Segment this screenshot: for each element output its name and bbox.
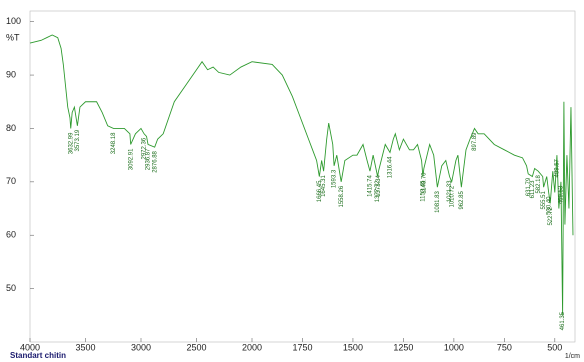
peak-label: 1645.31	[321, 175, 327, 197]
x-tick-label: 3000	[131, 342, 151, 352]
peak-label: 582.18	[536, 175, 542, 194]
peak-label: 469.53	[559, 185, 565, 204]
peak-label: 962.85	[459, 191, 465, 210]
y-tick-label: 90	[6, 69, 16, 79]
x-tick-label: 1000	[444, 342, 464, 352]
peak-label: 897.89	[472, 132, 478, 151]
x-tick-label: 1500	[343, 342, 363, 352]
sample-name: Standart chitin	[10, 351, 66, 360]
peak-label: 1593.3	[332, 169, 338, 188]
peak-label: 530.40	[546, 196, 552, 215]
peak-label: 1148.70	[421, 172, 427, 194]
peak-label: 489.57	[554, 158, 560, 177]
peak-label: 3248.18	[111, 132, 117, 154]
peak-label: 2936.87	[146, 148, 152, 170]
peak-label: 1021.33	[447, 180, 453, 202]
x-tick-label: 1250	[393, 342, 413, 352]
peak-label: 1558.26	[339, 185, 345, 207]
x-tick-label: 750	[497, 342, 512, 352]
x-tick-label: 500	[547, 342, 562, 352]
y-tick-label: 50	[6, 283, 16, 293]
y-tick-label: 100	[6, 16, 21, 26]
peak-label: 555.51	[541, 191, 547, 210]
spectrum-line	[29, 34, 574, 316]
peak-label: 1081.83	[435, 191, 441, 213]
peak-label: 3092.91	[128, 148, 134, 170]
y-axis-label: %T	[6, 32, 20, 42]
peak-label: 2876.88	[152, 150, 158, 172]
peak-label: 522.72	[548, 207, 554, 226]
peak-label: 1373.34	[376, 175, 382, 197]
peak-label: 1153.45	[420, 180, 426, 202]
plot-frame	[29, 10, 576, 343]
peak-label: 631.79	[526, 177, 532, 196]
peak-label: 1316.44	[388, 156, 394, 178]
peak-label: 2972.36	[142, 137, 148, 159]
x-axis-label: 1/cm	[565, 353, 580, 360]
x-tick-label: 4000	[20, 342, 40, 352]
peak-label: 3573.19	[75, 129, 81, 151]
x-tick-label: 2000	[242, 342, 262, 352]
x-tick-label: 3500	[75, 342, 95, 352]
x-tick-label: 1750	[292, 342, 312, 352]
y-tick-label: 60	[6, 230, 16, 240]
peak-label: 1377.72	[375, 180, 381, 202]
x-tick-label: 2500	[186, 342, 206, 352]
peak-label: 1415.74	[367, 175, 373, 197]
peak-label: 1666.45	[317, 180, 323, 202]
peak-label: 461.35	[560, 311, 566, 330]
peak-label: 3632.99	[68, 132, 74, 154]
peak-label: 611.23	[530, 180, 536, 199]
peak-label: 1010.72	[449, 185, 455, 207]
y-tick-label: 70	[6, 176, 16, 186]
y-tick-label: 80	[6, 123, 16, 133]
